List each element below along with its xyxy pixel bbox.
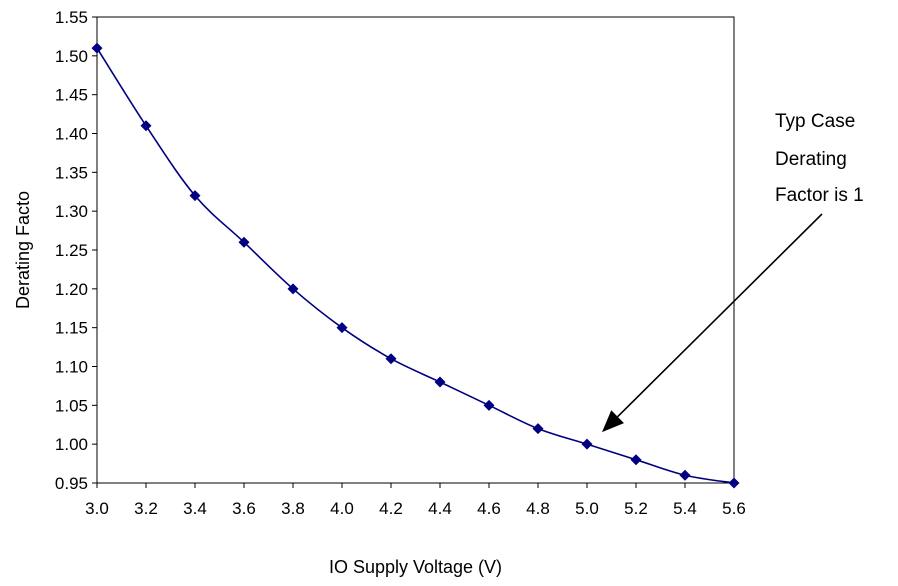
plot-area (96, 16, 735, 484)
annotation-arrowhead (602, 410, 624, 433)
annotation-line-1: Typ Case (775, 111, 855, 132)
data-point (728, 477, 740, 489)
y-tick-label: 1.30 (55, 202, 88, 221)
y-axis: 0.95 1.00 1.05 1.10 1.15 1.20 1.25 1.30 1.35 1.40… (55, 8, 97, 493)
x-tick-label: 5.4 (673, 499, 697, 518)
data-point (483, 399, 495, 411)
y-tick-label: 1.20 (55, 280, 88, 299)
data-point (238, 236, 250, 248)
data-point (140, 120, 152, 132)
x-tick-label: 4.6 (477, 499, 501, 518)
data-point (189, 190, 201, 202)
y-tick-label: 0.95 (55, 474, 88, 493)
annotation-line-2: Derating (775, 149, 847, 170)
y-tick-label: 1.25 (55, 241, 88, 260)
x-tick-label: 3.6 (232, 499, 256, 518)
x-tick-label: 5.6 (722, 499, 746, 518)
y-tick-label: 1.45 (55, 86, 88, 105)
x-tick-label: 3.2 (134, 499, 158, 518)
data-point (385, 353, 397, 365)
y-axis-title: Derating Facto (13, 191, 33, 309)
x-tick-label: 3.4 (183, 499, 207, 518)
x-tick-label: 4.2 (379, 499, 403, 518)
y-tick-label: 1.40 (55, 125, 88, 144)
y-tick-label: 1.05 (55, 396, 88, 415)
y-tick-label: 1.55 (55, 8, 88, 27)
data-point (532, 423, 544, 435)
data-point (679, 469, 691, 481)
y-tick-label: 1.35 (55, 163, 88, 182)
data-point (91, 42, 103, 54)
y-tick-label: 1.10 (55, 358, 88, 377)
data-point (630, 454, 642, 466)
annotation-line-3: Factor is 1 (775, 185, 864, 206)
x-tick-label: 5.0 (575, 499, 599, 518)
x-tick-label: 3.0 (85, 499, 109, 518)
data-point (287, 283, 299, 295)
x-axis: 3.0 3.2 3.4 3.6 3.8 4.0 4.2 4.4 4.6 4.8 5.0 5.2 5.4 5… (85, 483, 746, 518)
y-tick-label: 1.50 (55, 47, 88, 66)
x-tick-label: 3.8 (281, 499, 305, 518)
y-tick-label: 1.15 (55, 319, 88, 338)
x-axis-title: IO Supply Voltage (V) (329, 557, 502, 577)
series-markers (91, 42, 740, 489)
series-line (96, 47, 735, 484)
data-point (336, 322, 348, 334)
y-tick-label: 1.00 (55, 435, 88, 454)
x-tick-label: 4.4 (428, 499, 452, 518)
x-tick-label: 4.8 (526, 499, 550, 518)
x-tick-label: 4.0 (330, 499, 354, 518)
annotation-arrow (617, 213, 823, 418)
x-tick-label: 5.2 (624, 499, 648, 518)
annotation: Typ Case Derating Factor is 1 (602, 111, 864, 433)
data-point (581, 438, 593, 450)
data-point (434, 376, 446, 388)
